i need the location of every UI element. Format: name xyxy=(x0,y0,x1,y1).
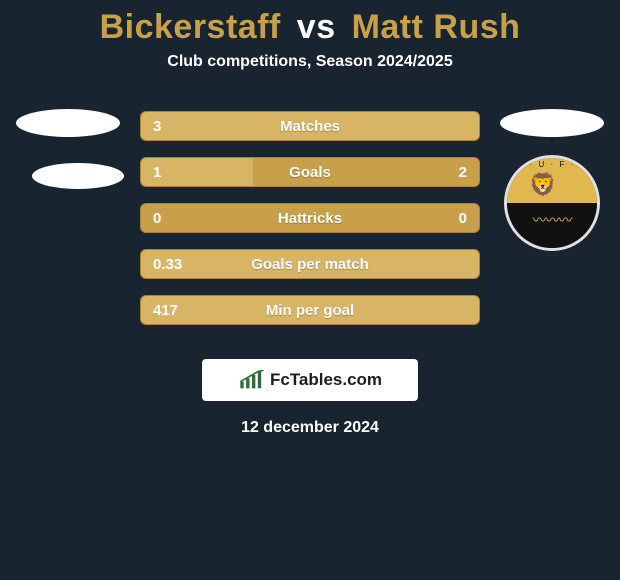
stat-row: Min per goal417 xyxy=(140,295,480,325)
comparison-card: Bickerstaff vs Matt Rush Club competitio… xyxy=(0,0,620,580)
player2-club-badge: M · U · F · C 🦁 〰〰〰 xyxy=(504,155,600,251)
stat-row: Hattricks0 0 xyxy=(140,203,480,233)
date: 12 december 2024 xyxy=(0,419,620,437)
subtitle: Club competitions, Season 2024/2025 xyxy=(0,53,620,71)
player2-avatar-col: M · U · F · C 🦁 〰〰〰 xyxy=(492,109,612,251)
player1-club-placeholder xyxy=(32,163,124,189)
stat-label: Matches xyxy=(141,112,479,140)
player1-avatar-col xyxy=(8,109,128,189)
stat-row: Matches3 xyxy=(140,111,480,141)
vs-separator: vs xyxy=(297,8,336,46)
player2-avatar-placeholder xyxy=(500,109,604,137)
player1-avatar-placeholder xyxy=(16,109,120,137)
stat-value-left: 0 xyxy=(141,204,173,232)
stat-label: Min per goal xyxy=(141,296,479,324)
stat-label: Hattricks xyxy=(141,204,479,232)
stat-label: Goals xyxy=(141,158,479,186)
stat-value-left: 0.33 xyxy=(141,250,194,278)
stat-value-left: 1 xyxy=(141,158,173,186)
stats-zone: M · U · F · C 🦁 〰〰〰 Matches3 Goals1 2 Hattr… xyxy=(0,111,620,341)
stat-value-right: 0 xyxy=(447,204,479,232)
brand-chart-icon xyxy=(238,370,266,390)
stat-value-right: 2 xyxy=(447,158,479,186)
stat-bars: Matches3 Goals1 2 Hattricks0 0 Goals per matc… xyxy=(140,111,480,341)
brand-text: FcTables.com xyxy=(270,370,382,390)
badge-lion-icon: 🦁 xyxy=(529,172,556,198)
stat-value-left: 3 xyxy=(141,112,173,140)
page-title: Bickerstaff vs Matt Rush xyxy=(0,0,620,47)
brand-box: FcTables.com xyxy=(202,359,418,401)
badge-ring-text: M · U · F · C xyxy=(507,160,597,169)
badge-waves-icon: 〰〰〰 xyxy=(507,210,597,230)
stat-row: Goals1 2 xyxy=(140,157,480,187)
stat-row: Goals per match0.33 xyxy=(140,249,480,279)
player2-name: Matt Rush xyxy=(352,8,521,46)
stat-value-left: 417 xyxy=(141,296,190,324)
player1-name: Bickerstaff xyxy=(100,8,281,46)
